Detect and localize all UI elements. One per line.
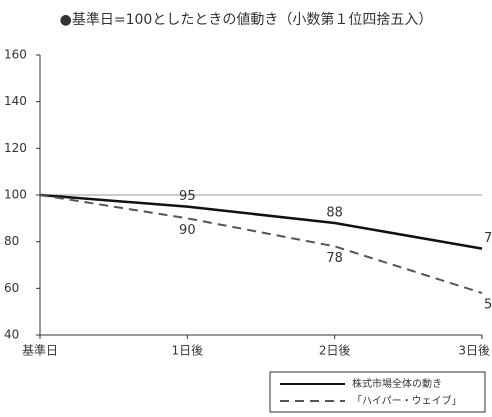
data-label: 58 (484, 298, 492, 313)
y-tick-label: 60 (4, 281, 19, 295)
y-tick-label: 160 (4, 48, 27, 62)
data-label: 78 (326, 251, 343, 266)
legend-label: 株式市場全体の動き (352, 377, 442, 390)
y-tick-label: 120 (4, 141, 27, 155)
y-tick-label: 100 (4, 188, 27, 202)
y-tick-label: 140 (4, 94, 27, 108)
legend-label: 「ハイパー・ウェイブ」 (352, 394, 462, 407)
data-label: 88 (326, 206, 343, 221)
data-label: 90 (179, 223, 196, 238)
data-label: 95 (179, 189, 196, 204)
data-label: 77 (484, 231, 492, 246)
chart-title: ●基準日=100としたときの値動き（小数第１位四捨五入） (60, 11, 433, 28)
y-tick-label: 40 (4, 328, 19, 342)
y-tick-label: 80 (4, 234, 19, 248)
series-line (39, 193, 483, 250)
x-tick-label: 2日後 (319, 344, 351, 358)
legend-box (269, 371, 486, 413)
x-tick-label: 3日後 (458, 344, 490, 358)
x-tick-label: 1日後 (172, 344, 204, 358)
x-tick-label: 基準日 (22, 343, 58, 358)
series-line (39, 194, 483, 294)
